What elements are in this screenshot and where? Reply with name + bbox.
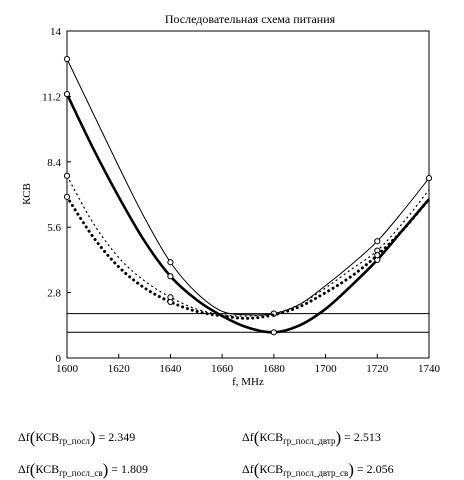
x-ticks: 1600 1620 1640 1660 1680 1700 1720 1740	[56, 354, 441, 375]
x-tick-label: 1620	[108, 363, 131, 375]
x-tick-label: 1600	[56, 363, 79, 375]
series-marker-1	[425, 175, 433, 182]
plot-frame	[66, 30, 430, 359]
series-line-1	[66, 58, 430, 316]
x-tick-label: 1720	[366, 363, 389, 375]
series-marker-2	[167, 273, 174, 280]
series-marker-3	[63, 172, 71, 179]
y-axis-label: КСВ	[21, 183, 33, 205]
series-marker-2	[63, 90, 71, 98]
result-gr-posl-sv: Δf(КСВгр_посл_св) = 1.809	[18, 460, 149, 479]
y-tick-label: 11.2	[42, 91, 61, 103]
series-marker-4	[63, 193, 71, 200]
series-marker-1	[63, 55, 71, 63]
x-tick-label: 1700	[315, 363, 338, 375]
chart-title: Последовательная схема питания	[165, 12, 336, 26]
x-axis-label: f, MHz	[232, 376, 264, 388]
result-gr-posl-dvtr: Δf(КСВгр_посл_двтр) = 2.513	[242, 428, 381, 447]
y-tick-label: 0	[56, 353, 62, 365]
x-tick-label: 1680	[263, 363, 286, 375]
series-line-4	[65, 195, 431, 320]
x-tick-label: 1660	[211, 363, 234, 375]
x-tick-label: 1640	[159, 363, 182, 375]
series-group	[63, 55, 433, 336]
y-tick-label: 8.4	[47, 157, 61, 169]
reference-lines	[67, 313, 429, 333]
y-tick-label: 5.6	[47, 222, 61, 234]
series-line-2	[65, 93, 430, 334]
y-ticks: 0 2.8 5.6 8.4 11.2 14	[42, 26, 71, 365]
series-marker-4	[167, 298, 174, 306]
y-tick-label: 2.8	[47, 288, 61, 300]
series-marker-1	[374, 238, 381, 245]
result-gr-posl-dvtr-sv: Δf(КСВгр_посл_двтр_св) = 2.056	[242, 460, 394, 479]
x-tick-label: 1740	[418, 363, 441, 375]
series-line-3	[66, 175, 430, 317]
series-marker-1	[167, 259, 174, 266]
result-gr-posl: Δf(КСВгр_посл) = 2.349	[18, 428, 136, 447]
vswr-chart: Последовательная схема питания 1600 1620 1…	[21, 12, 441, 388]
series-marker-4	[374, 252, 381, 259]
y-tick-label: 14	[50, 26, 62, 38]
series-marker-2	[270, 329, 277, 336]
